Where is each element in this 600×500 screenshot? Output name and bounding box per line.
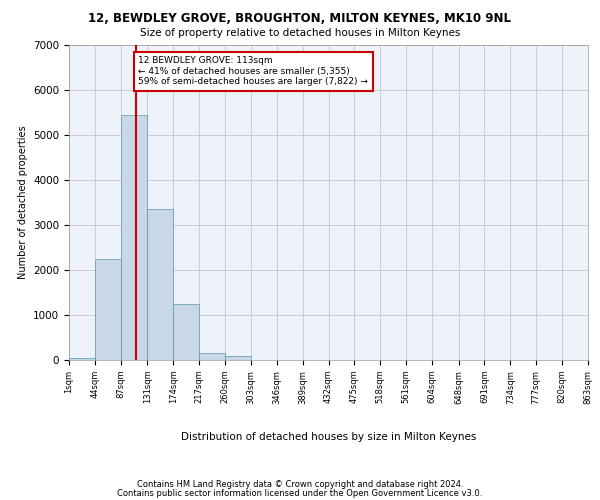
Bar — [147, 209, 173, 360]
Bar — [225, 356, 251, 360]
Bar — [121, 115, 146, 360]
Text: 12, BEWDLEY GROVE, BROUGHTON, MILTON KEYNES, MK10 9NL: 12, BEWDLEY GROVE, BROUGHTON, MILTON KEY… — [89, 12, 511, 26]
Bar — [69, 358, 95, 360]
Text: Distribution of detached houses by size in Milton Keynes: Distribution of detached houses by size … — [181, 432, 476, 442]
Y-axis label: Number of detached properties: Number of detached properties — [17, 126, 28, 280]
Bar — [173, 304, 199, 360]
Text: Contains HM Land Registry data © Crown copyright and database right 2024.: Contains HM Land Registry data © Crown c… — [137, 480, 463, 489]
Text: Contains public sector information licensed under the Open Government Licence v3: Contains public sector information licen… — [118, 489, 482, 498]
Bar — [95, 259, 121, 360]
Bar — [199, 353, 225, 360]
Text: 12 BEWDLEY GROVE: 113sqm
← 41% of detached houses are smaller (5,355)
59% of sem: 12 BEWDLEY GROVE: 113sqm ← 41% of detach… — [138, 56, 368, 86]
Text: Size of property relative to detached houses in Milton Keynes: Size of property relative to detached ho… — [140, 28, 460, 38]
